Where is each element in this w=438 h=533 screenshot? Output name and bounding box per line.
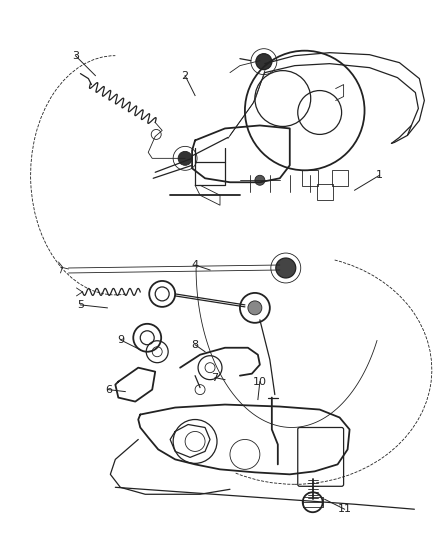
Text: 6: 6 xyxy=(105,385,112,394)
Text: 8: 8 xyxy=(191,340,198,350)
Bar xyxy=(301,171,317,186)
Text: 1: 1 xyxy=(375,170,382,180)
Text: 5: 5 xyxy=(77,300,84,310)
Text: 4: 4 xyxy=(191,260,198,270)
Text: 10: 10 xyxy=(252,377,266,386)
Circle shape xyxy=(178,151,192,165)
Bar xyxy=(316,184,332,200)
Bar xyxy=(331,171,347,186)
Text: 3: 3 xyxy=(72,51,79,61)
Text: 2: 2 xyxy=(181,70,188,80)
Circle shape xyxy=(255,54,271,70)
Circle shape xyxy=(247,301,261,315)
Text: 11: 11 xyxy=(337,504,351,514)
Circle shape xyxy=(254,175,264,185)
Text: 9: 9 xyxy=(117,335,124,345)
Text: 7: 7 xyxy=(211,373,218,383)
Circle shape xyxy=(275,258,295,278)
